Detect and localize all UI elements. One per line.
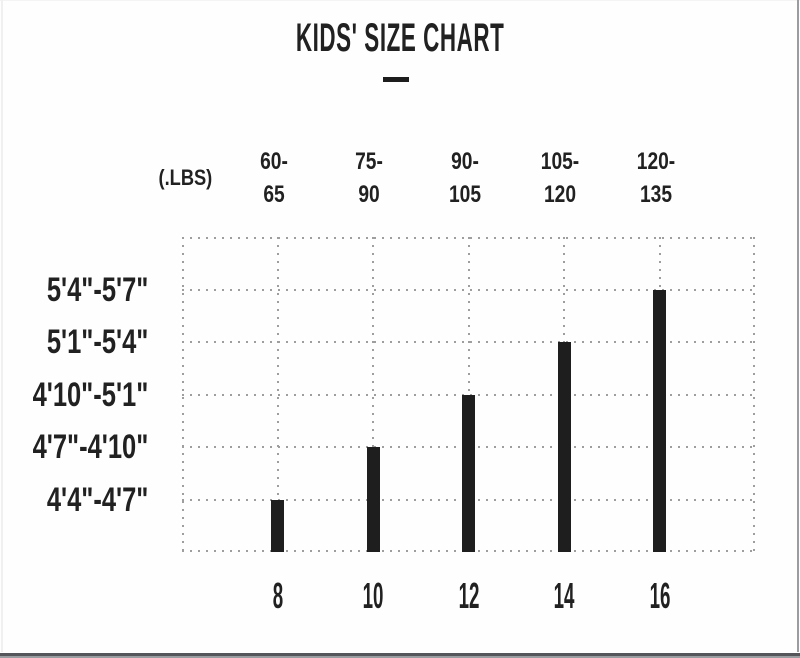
weight-unit-text: (.LBS) [158,165,212,190]
x-axis-label-size-16: 16 [649,575,670,616]
x-axis-labels: 8 10 12 14 16 [182,578,755,614]
page-title-row: KIDS' SIZE CHART [0,18,800,58]
weight-header-row: 60- 65 75- 90 90- 105 105- 120 120- 135 [182,145,755,215]
weight-range-label: 120- 135 [636,148,675,208]
left-edge-line [1,0,3,658]
x-axis-label-size-8: 8 [272,575,283,616]
bar-size-10 [366,447,380,552]
plot-area [182,237,755,552]
page-title: KIDS' SIZE CHART [295,16,505,60]
grid-vline [372,237,374,552]
bar-size-16 [653,289,666,552]
weight-range-label: 75- 90 [355,148,383,208]
right-edge-line [797,0,799,658]
weight-unit-label: (.LBS) [125,161,245,194]
top-edge-line [0,0,800,1]
y-axis-label: 4'10"-5'1" [32,375,148,414]
y-axis-label: 5'4"-5'7" [46,270,148,309]
y-axis-label: 5'1"-5'4" [46,323,148,361]
weight-range-label: 90- 105 [448,148,481,208]
x-axis-label-size-12: 12 [458,575,479,616]
grid-vline [753,237,755,552]
y-axis-label: 4'7"-4'10" [32,428,148,466]
weight-range-label: 105- 120 [540,148,580,208]
y-axis-label: 4'4"-4'7" [46,480,148,519]
x-axis-label-size-14: 14 [553,575,575,616]
x-axis-label-size-10: 10 [362,575,384,616]
weight-range-label: 60- 65 [259,148,288,208]
bottom-border-band [0,652,800,658]
y-axis-labels: 5'4"-5'7" 5'1"-5'4" 4'10"-5'1" 4'7"-4'10" 4'… [0,237,150,552]
bar-size-12 [462,394,475,552]
grid-vline [276,237,279,552]
bar-size-8 [271,499,284,552]
title-dash [383,77,409,82]
grid-vline [182,237,184,552]
bar-size-14 [557,342,571,552]
